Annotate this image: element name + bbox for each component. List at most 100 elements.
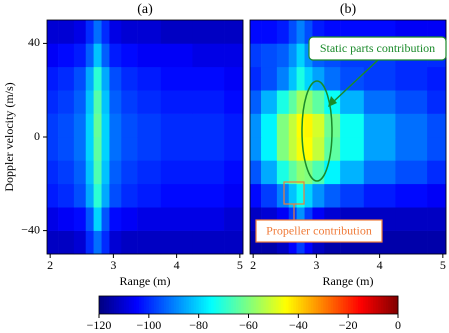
colorbar-swatch (208, 296, 212, 314)
heatmap-cell (224, 160, 244, 185)
heatmap-cell (121, 207, 138, 231)
heatmap-cell (85, 230, 94, 255)
colorbar-swatch (216, 296, 219, 314)
heatmap-cell (47, 43, 59, 68)
annotation: Propeller contribution (266, 223, 372, 237)
heatmap-cell (276, 90, 290, 114)
heatmap-cell (261, 183, 278, 208)
heatmap-cell (58, 90, 75, 114)
heatmap-cell (363, 160, 396, 185)
colorbar-swatch (206, 296, 210, 314)
heatmap-cell (192, 66, 225, 91)
heatmap-cell (93, 66, 102, 91)
colorbar-swatch (126, 296, 130, 314)
colorbar-swatch (198, 296, 202, 314)
heatmap-cell (192, 113, 225, 138)
heatmap-cell (288, 66, 297, 91)
heatmap-cell (93, 113, 102, 138)
heatmap-cell (340, 66, 365, 91)
heatmap-cell (304, 66, 313, 91)
heatmap-cell (58, 160, 75, 185)
colorbar-swatch (255, 296, 259, 314)
x-tick-label: 4 (377, 258, 383, 272)
colorbar-swatch (238, 296, 242, 314)
heatmap-cell (121, 43, 138, 68)
heatmap-cell (427, 160, 447, 185)
heatmap-cell (93, 207, 102, 231)
heatmap-cell (395, 137, 428, 161)
x-tick-label: 5 (440, 258, 446, 272)
heatmap-cell (121, 137, 138, 161)
colorbar-swatch (201, 296, 205, 314)
heatmap-cell (101, 230, 110, 255)
heatmap-cell (427, 66, 447, 91)
heatmap-cell (85, 160, 94, 185)
colorbar-swatch (186, 296, 190, 314)
heatmap-cell (261, 20, 278, 44)
heatmap-cell (121, 113, 138, 138)
heatmap-cell (121, 66, 138, 91)
heatmap-cell (93, 43, 102, 68)
heatmap-cell (192, 230, 225, 255)
colorbar-swatch (146, 296, 150, 314)
heatmap-cell (324, 66, 341, 91)
colorbar-swatch (143, 296, 147, 314)
colorbar-swatch (116, 296, 120, 314)
heatmap-cell (160, 43, 193, 68)
heatmap-cell (261, 90, 278, 114)
heatmap-cell (85, 137, 94, 161)
heatmap-cell (296, 137, 305, 161)
colorbar-swatch (365, 296, 369, 314)
colorbar-swatch (183, 296, 187, 314)
colorbar-swatch (258, 296, 262, 314)
heatmap-cell (250, 20, 262, 44)
y-tick-label: −40 (21, 222, 40, 236)
heatmap-cell (340, 90, 365, 114)
heatmap-cell (304, 207, 313, 231)
colorbar-swatch (345, 296, 349, 314)
colorbar-swatch (395, 296, 399, 314)
annotation-box (255, 219, 383, 243)
heatmap-cell (109, 90, 122, 114)
heatmap-cell (288, 137, 297, 161)
colorbar-swatch (335, 296, 339, 314)
colorbar-swatch (333, 296, 337, 314)
colorbar-swatch (325, 296, 329, 314)
colorbar-tick-label: −20 (339, 318, 358, 332)
heatmap-cell (276, 183, 290, 208)
colorbar-swatch (340, 296, 344, 314)
heatmap-cell (261, 66, 278, 91)
heatmap-cell (101, 137, 110, 161)
heatmap-cell (160, 230, 193, 255)
colorbar-swatch (280, 296, 284, 314)
heatmap-cell (192, 137, 225, 161)
colorbar-swatch (265, 296, 269, 314)
heatmap-cell (224, 43, 244, 68)
heatmap-cell (276, 137, 290, 161)
heatmap-cell (363, 113, 396, 138)
colorbar-swatch (273, 296, 277, 314)
colorbar-swatch (136, 296, 140, 314)
heatmap-cell (137, 183, 162, 208)
annotation: Static parts contribution (320, 41, 435, 55)
colorbar-swatch (283, 296, 287, 314)
heatmap-cell (101, 20, 110, 44)
heatmap-cell (101, 90, 110, 114)
heatmap-cell (93, 90, 102, 114)
heatmap-cell (288, 183, 297, 208)
colorbar-swatch (196, 296, 200, 314)
colorbar-swatch (320, 296, 324, 314)
heatmap-cell (250, 183, 262, 208)
heatmap-cell (58, 20, 75, 44)
colorbar-tick-label: −100 (136, 318, 161, 332)
colorbar-swatch (338, 296, 342, 314)
heatmap-cell (160, 20, 193, 44)
colorbar-swatch (318, 296, 322, 314)
colorbar-swatch (128, 296, 132, 314)
y-tick-label: 0 (34, 129, 40, 143)
heatmap-cell (137, 43, 162, 68)
colorbar-swatch (385, 296, 389, 314)
heatmap-cell (304, 20, 313, 44)
heatmap-cell (312, 66, 325, 91)
colorbar-swatch (393, 296, 396, 314)
